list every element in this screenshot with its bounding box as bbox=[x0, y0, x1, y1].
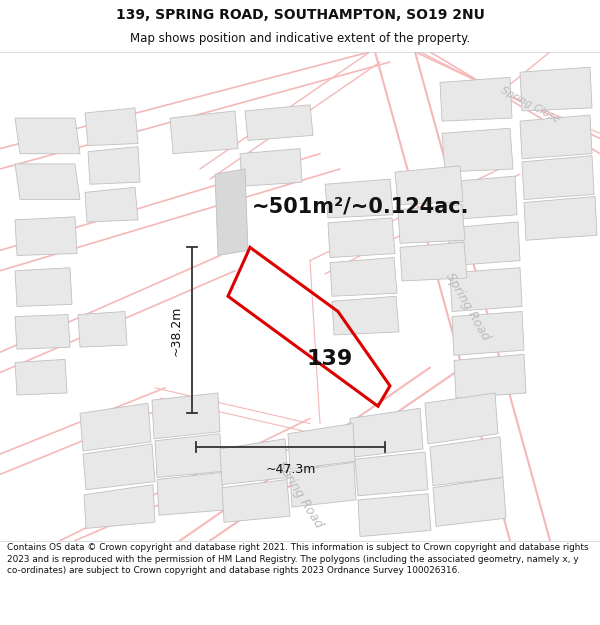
Polygon shape bbox=[358, 494, 431, 536]
Polygon shape bbox=[215, 169, 248, 256]
Polygon shape bbox=[245, 105, 313, 141]
Polygon shape bbox=[15, 118, 80, 154]
Polygon shape bbox=[78, 311, 127, 347]
Polygon shape bbox=[155, 434, 222, 478]
Polygon shape bbox=[157, 472, 224, 515]
Polygon shape bbox=[332, 296, 399, 335]
Polygon shape bbox=[520, 67, 592, 111]
Polygon shape bbox=[288, 424, 355, 469]
Polygon shape bbox=[452, 311, 524, 355]
Polygon shape bbox=[15, 217, 77, 256]
Polygon shape bbox=[15, 314, 70, 349]
Polygon shape bbox=[222, 479, 290, 522]
Polygon shape bbox=[84, 484, 155, 528]
Text: ~47.3m: ~47.3m bbox=[265, 463, 316, 476]
Polygon shape bbox=[220, 439, 288, 484]
Polygon shape bbox=[328, 218, 395, 258]
Text: 139: 139 bbox=[307, 349, 353, 369]
Polygon shape bbox=[85, 108, 138, 146]
Polygon shape bbox=[355, 452, 428, 496]
Text: Spring Close: Spring Close bbox=[499, 85, 561, 124]
Text: ~38.2m: ~38.2m bbox=[170, 305, 182, 356]
Polygon shape bbox=[442, 128, 513, 172]
Polygon shape bbox=[522, 156, 594, 199]
Polygon shape bbox=[448, 222, 520, 266]
Polygon shape bbox=[290, 462, 356, 507]
Polygon shape bbox=[240, 149, 302, 186]
Polygon shape bbox=[395, 166, 463, 204]
Polygon shape bbox=[170, 111, 238, 154]
Polygon shape bbox=[88, 147, 140, 184]
Polygon shape bbox=[430, 437, 503, 486]
Text: Spring Road: Spring Road bbox=[274, 459, 326, 531]
Polygon shape bbox=[15, 359, 67, 395]
Text: Spring Road: Spring Road bbox=[443, 271, 493, 342]
Polygon shape bbox=[15, 268, 72, 306]
Polygon shape bbox=[433, 478, 506, 526]
Polygon shape bbox=[520, 115, 592, 159]
Polygon shape bbox=[454, 354, 526, 398]
Polygon shape bbox=[85, 188, 138, 222]
Polygon shape bbox=[350, 408, 423, 457]
Polygon shape bbox=[152, 393, 220, 439]
Polygon shape bbox=[325, 179, 393, 218]
Text: Map shows position and indicative extent of the property.: Map shows position and indicative extent… bbox=[130, 32, 470, 46]
Text: ~501m²/~0.124ac.: ~501m²/~0.124ac. bbox=[252, 197, 470, 217]
Text: 139, SPRING ROAD, SOUTHAMPTON, SO19 2NU: 139, SPRING ROAD, SOUTHAMPTON, SO19 2NU bbox=[116, 8, 484, 21]
Polygon shape bbox=[524, 196, 597, 240]
Polygon shape bbox=[445, 176, 517, 220]
Polygon shape bbox=[15, 164, 80, 199]
Polygon shape bbox=[425, 393, 498, 444]
Polygon shape bbox=[398, 204, 465, 243]
Polygon shape bbox=[450, 268, 522, 311]
Text: Contains OS data © Crown copyright and database right 2021. This information is : Contains OS data © Crown copyright and d… bbox=[7, 543, 589, 575]
Polygon shape bbox=[440, 78, 512, 121]
Polygon shape bbox=[80, 403, 151, 451]
Polygon shape bbox=[83, 444, 155, 490]
Polygon shape bbox=[400, 242, 467, 281]
Polygon shape bbox=[330, 258, 397, 296]
